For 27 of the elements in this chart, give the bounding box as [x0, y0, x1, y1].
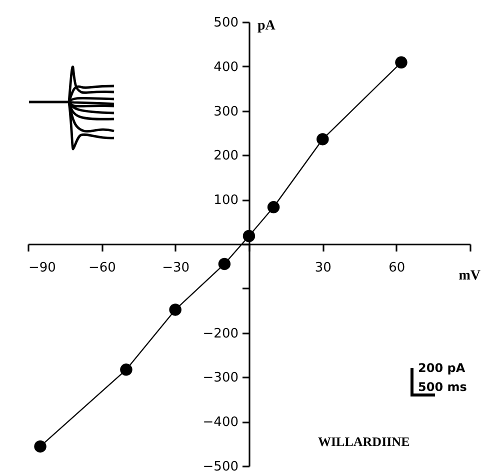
y-tick-label: 200: [214, 148, 238, 164]
point: [218, 258, 231, 270]
point: [169, 304, 182, 316]
annotation: 500 ms: [418, 380, 467, 394]
y-tick-label: 300: [214, 104, 238, 120]
y-tick-label: −200: [202, 326, 238, 342]
point: [395, 56, 408, 69]
point: [120, 364, 132, 376]
x-tick-label: −60: [88, 260, 116, 276]
y-tick-label: 500: [214, 16, 238, 30]
point: [316, 133, 329, 146]
y-tick-label: −300: [202, 370, 238, 386]
annotation: 200 pA: [418, 361, 466, 375]
x-axis-title: mV: [458, 268, 480, 284]
y-axis-title: pA: [258, 18, 276, 34]
y-tick-label: −500: [202, 460, 238, 471]
x-tick-label: 30: [314, 260, 332, 276]
annotation: WILLARDIINE: [318, 434, 410, 450]
x-tick-label: −90: [28, 260, 56, 276]
y-tick-label: 400: [214, 60, 238, 75]
point: [267, 201, 280, 214]
point: [34, 440, 46, 453]
x-tick-label: 60: [388, 260, 406, 276]
x-tick-label: −30: [162, 260, 190, 276]
y-tick-label: 100: [214, 193, 238, 208]
point: [242, 230, 256, 242]
y-tick-label: −400: [202, 415, 238, 430]
